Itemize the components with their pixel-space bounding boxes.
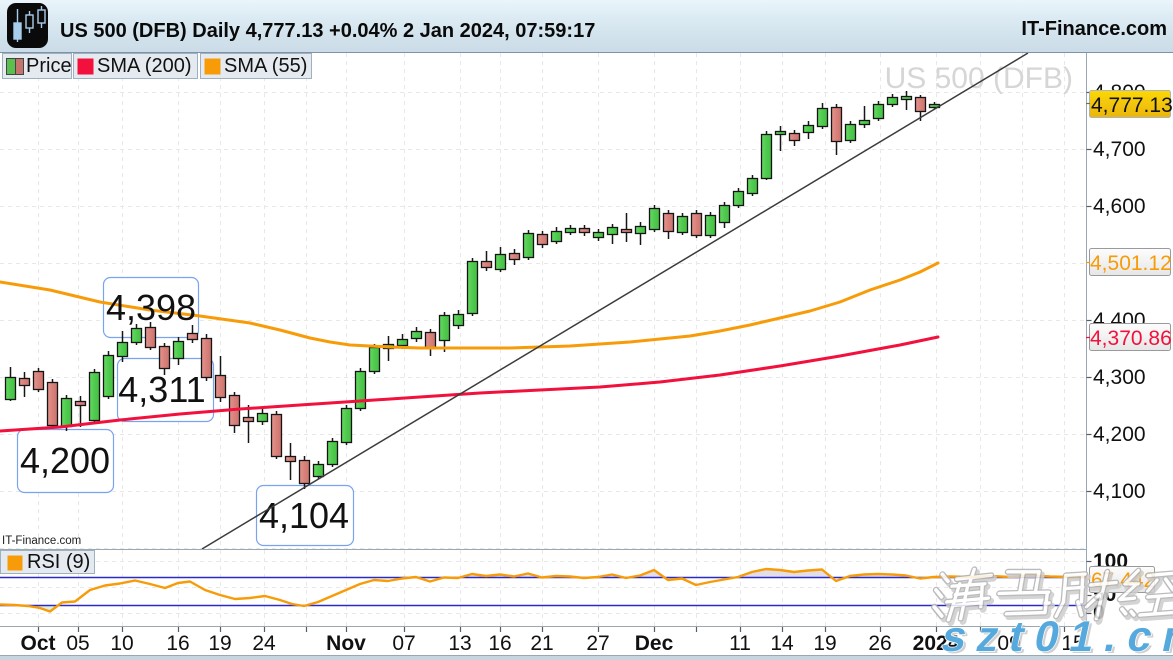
svg-text:SMA (55): SMA (55): [224, 55, 307, 77]
svg-text:4,300: 4,300: [1093, 366, 1146, 389]
svg-text:4,200: 4,200: [20, 440, 110, 481]
svg-text:szt01.cn: szt01.cn: [940, 615, 1173, 660]
svg-text:US 500 (DFB): US 500 (DFB): [885, 62, 1073, 95]
svg-text:11: 11: [729, 632, 751, 655]
svg-text:4,600: 4,600: [1093, 195, 1146, 218]
svg-text:4,370.86: 4,370.86: [1090, 327, 1172, 350]
svg-text:2024: 2024: [913, 632, 960, 655]
svg-text:SMA (200): SMA (200): [97, 55, 191, 77]
svg-text:Oct: Oct: [20, 632, 55, 655]
svg-text:26: 26: [868, 632, 891, 655]
svg-text:Dec: Dec: [635, 632, 674, 655]
svg-text:09: 09: [997, 632, 1020, 655]
svg-text:RSI (9): RSI (9): [27, 551, 90, 573]
svg-text:4,100: 4,100: [1093, 480, 1146, 503]
svg-text:Nov: Nov: [326, 632, 366, 655]
svg-text:4,398: 4,398: [106, 287, 196, 328]
svg-text:19: 19: [813, 632, 836, 655]
svg-text:21: 21: [530, 632, 553, 655]
svg-text:14: 14: [770, 632, 794, 655]
svg-text:4,311: 4,311: [118, 369, 205, 410]
svg-text:4,200: 4,200: [1093, 423, 1146, 446]
svg-text:27: 27: [586, 632, 609, 655]
svg-text:4,104: 4,104: [259, 495, 349, 536]
svg-text:4,501.12: 4,501.12: [1090, 252, 1172, 275]
svg-text:16: 16: [488, 632, 511, 655]
svg-text:IT-Finance.com: IT-Finance.com: [1021, 18, 1167, 40]
svg-text:szt01.cn: szt01.cn: [938, 613, 1173, 660]
svg-text:US 500 (DFB) Daily 4,777.13 +0: US 500 (DFB) Daily 4,777.13 +0.04% 2 Jan…: [60, 20, 595, 42]
svg-text:13: 13: [448, 632, 471, 655]
svg-text:10: 10: [110, 632, 133, 655]
svg-text:4,700: 4,700: [1093, 138, 1146, 161]
svg-text:05: 05: [66, 632, 89, 655]
svg-text:IT-Finance.com: IT-Finance.com: [2, 535, 81, 547]
svg-text:16: 16: [166, 632, 189, 655]
svg-text:4,777.13: 4,777.13: [1091, 94, 1173, 117]
svg-text:19: 19: [208, 632, 231, 655]
svg-text:07: 07: [392, 632, 415, 655]
svg-text:15: 15: [1061, 632, 1084, 655]
svg-text:Price: Price: [26, 55, 72, 77]
svg-text:24: 24: [252, 632, 276, 655]
